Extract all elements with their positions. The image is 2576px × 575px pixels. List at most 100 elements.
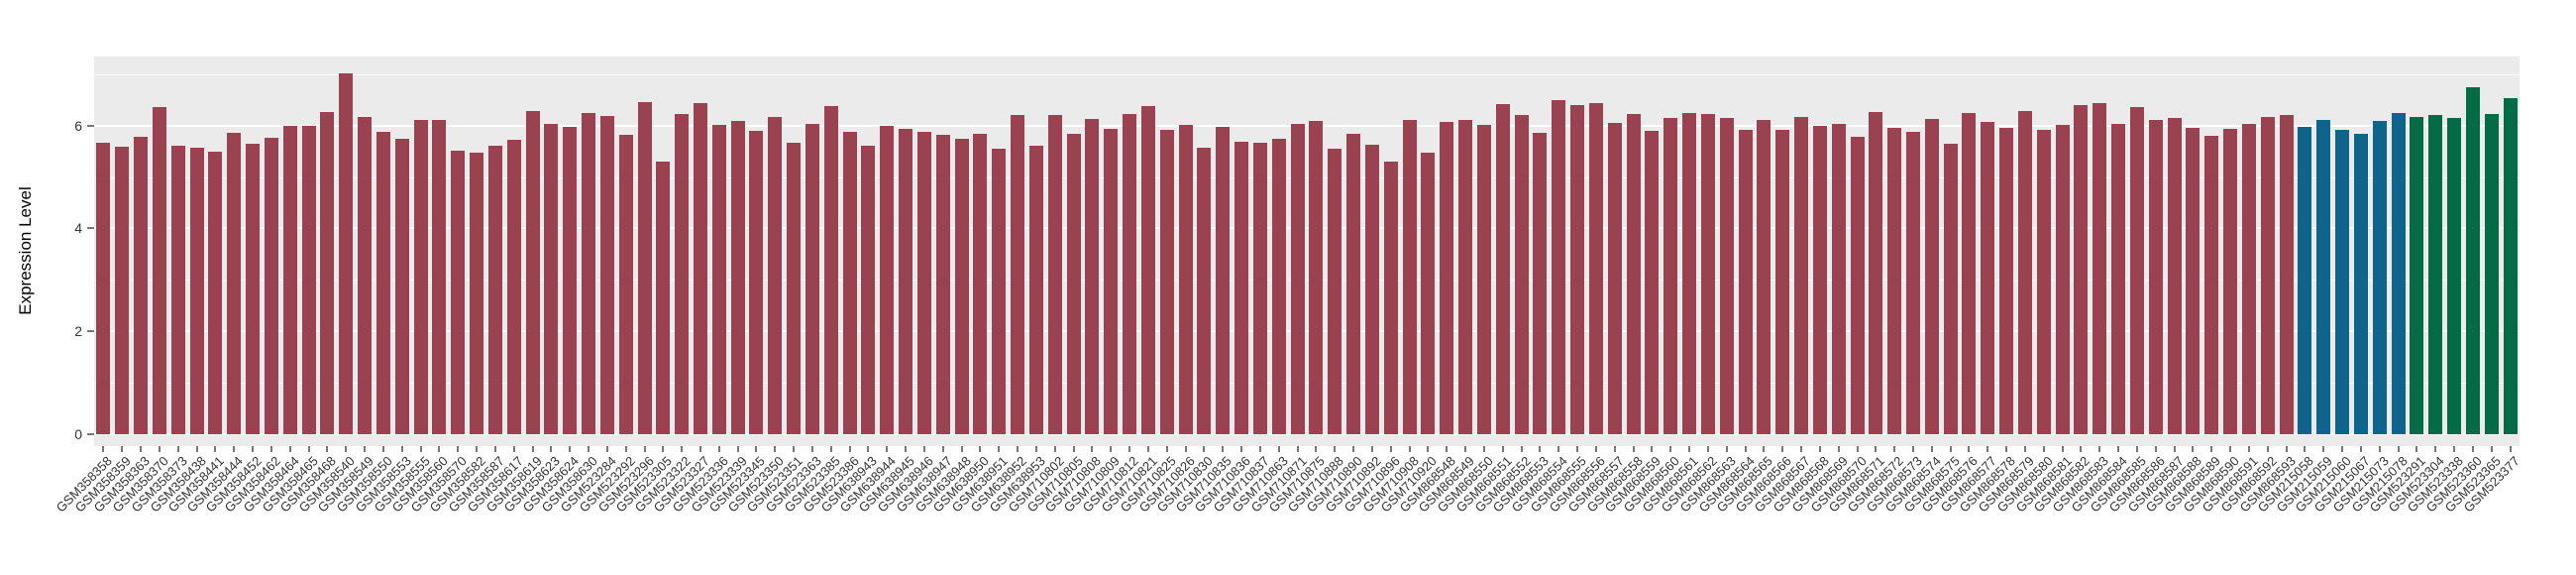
y-minor-gridline <box>94 280 2520 282</box>
bar <box>189 148 204 434</box>
x-axis-tick <box>1389 446 1392 452</box>
x-axis-tick <box>569 446 572 452</box>
x-axis-tick <box>1986 446 1989 452</box>
x-axis-tick <box>269 446 272 452</box>
plot-panel <box>94 57 2520 446</box>
bar <box>152 107 166 434</box>
bar <box>880 126 895 434</box>
bar <box>2055 125 2070 434</box>
bar <box>2447 118 2462 434</box>
bar <box>1402 120 1417 434</box>
bar <box>1588 103 1603 434</box>
x-axis-tick <box>774 446 777 452</box>
x-axis-tick <box>979 446 982 452</box>
bar <box>694 103 707 434</box>
x-axis-tick <box>1800 446 1802 452</box>
bar <box>1440 122 1454 434</box>
bar <box>1178 125 1193 434</box>
bar <box>1383 162 1398 434</box>
x-axis-tick <box>2247 446 2250 452</box>
bar <box>1458 120 1473 434</box>
x-axis-tick <box>2397 446 2400 452</box>
bar <box>358 117 373 434</box>
x-axis-tick <box>810 446 813 452</box>
x-axis-tick <box>2192 446 2195 452</box>
y-minor-gridline <box>94 383 2520 385</box>
bar <box>1028 146 1043 434</box>
x-axis-tick <box>1427 446 1430 452</box>
x-axis-tick <box>364 446 367 452</box>
x-axis-tick <box>624 446 627 452</box>
bar <box>1290 124 1305 434</box>
x-axis-tick <box>1501 446 1504 452</box>
x-axis-tick <box>1968 446 1971 452</box>
x-axis-tick <box>2061 446 2064 452</box>
bar <box>2372 121 2387 434</box>
x-axis-tick <box>1352 446 1355 452</box>
x-axis-tick <box>1315 446 1318 452</box>
bar <box>599 116 614 434</box>
x-axis-tick <box>662 446 665 452</box>
bar <box>134 137 149 434</box>
x-axis-tick <box>400 446 403 452</box>
x-axis-tick <box>550 446 553 452</box>
x-axis-tick <box>1875 446 1878 452</box>
bar <box>842 132 857 434</box>
x-axis-tick <box>381 446 384 452</box>
x-axis-tick <box>252 446 255 452</box>
bar <box>1159 130 1174 434</box>
x-axis-tick <box>419 446 422 452</box>
x-axis-tick <box>1688 446 1691 452</box>
bar <box>1364 145 1379 434</box>
x-axis-tick <box>531 446 534 452</box>
bar <box>2260 117 2275 434</box>
x-axis-tick <box>1165 446 1168 452</box>
bar <box>1104 129 1119 434</box>
bar <box>1738 130 1753 434</box>
bar <box>227 133 242 434</box>
y-major-gridline <box>94 124 2520 127</box>
bar <box>339 73 354 434</box>
bar <box>1421 153 1436 434</box>
x-axis-tick <box>1539 446 1542 452</box>
bar <box>1757 120 1771 434</box>
bar <box>2204 136 2219 434</box>
bar <box>2484 114 2499 434</box>
x-axis-tick <box>2042 446 2045 452</box>
x-axis-tick <box>2135 446 2138 452</box>
bar <box>1123 114 1137 434</box>
bar <box>861 146 876 434</box>
x-axis-tick <box>2023 446 2026 452</box>
bar <box>1850 137 1865 434</box>
x-axis-tick <box>1184 446 1187 452</box>
bar <box>1570 105 1585 434</box>
bar <box>1682 113 1697 434</box>
y-minor-gridline <box>94 176 2520 178</box>
bar <box>954 139 969 434</box>
y-major-gridline <box>94 227 2520 230</box>
bar <box>2410 117 2424 434</box>
bar <box>320 112 335 434</box>
bar <box>2465 87 2480 434</box>
x-axis-tick <box>2229 446 2232 452</box>
bar <box>1514 115 1529 434</box>
y-axis-title: Expression Level <box>16 186 35 315</box>
bar <box>2093 103 2107 434</box>
bar <box>2391 113 2406 434</box>
bar <box>1495 104 1510 434</box>
x-axis-tick <box>736 446 739 452</box>
x-axis-tick <box>1408 446 1411 452</box>
bar <box>563 127 578 434</box>
bar <box>2241 124 2256 434</box>
x-axis-tick <box>493 446 496 452</box>
bar <box>1533 133 1548 434</box>
bar <box>1085 119 1100 434</box>
bar <box>823 106 838 434</box>
x-axis-tick <box>195 446 198 452</box>
x-axis-tick <box>681 446 684 452</box>
bar <box>973 134 988 434</box>
x-axis-tick <box>158 446 161 452</box>
x-axis-tick <box>922 446 925 452</box>
x-axis-tick <box>214 446 217 452</box>
